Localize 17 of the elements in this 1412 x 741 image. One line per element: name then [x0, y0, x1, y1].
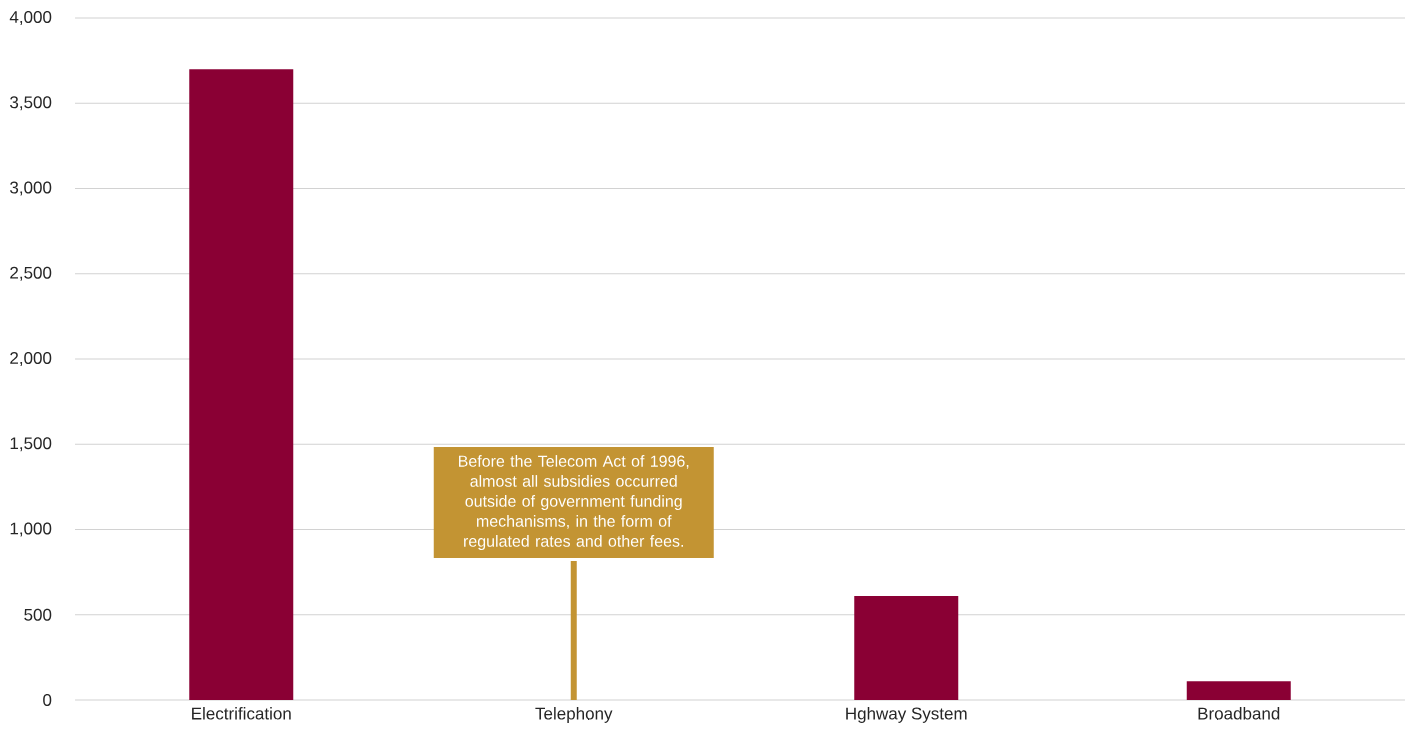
x-tick-label: Telephony	[535, 707, 613, 723]
x-tick-label: Electrification	[192, 707, 291, 720]
annotation: Before the Telecom Act of 1996, almost all subsidies occurred outside of government funding mechanisms, in the form of regulated rates and other fees.	[459, 455, 689, 550]
y-tick-label: 1,500	[10, 437, 52, 452]
y-tick-label: 1,000	[10, 522, 52, 537]
x-tick-label: Broadband	[1198, 707, 1280, 720]
y-tick-label: 2,500	[10, 266, 52, 281]
y-tick-label: 3,500	[10, 96, 52, 111]
x-tick-label: Hghway System	[846, 707, 967, 723]
y-tick-label: 2,000	[10, 351, 52, 367]
y-tick-label: 0	[43, 693, 52, 707]
y-tick-label: 3,000	[10, 181, 52, 196]
y-tick-label: 500	[24, 608, 52, 621]
bar	[1186, 681, 1291, 700]
bar	[854, 595, 959, 700]
bar	[189, 69, 294, 700]
y-tick-label: 4,000	[9, 10, 52, 26]
